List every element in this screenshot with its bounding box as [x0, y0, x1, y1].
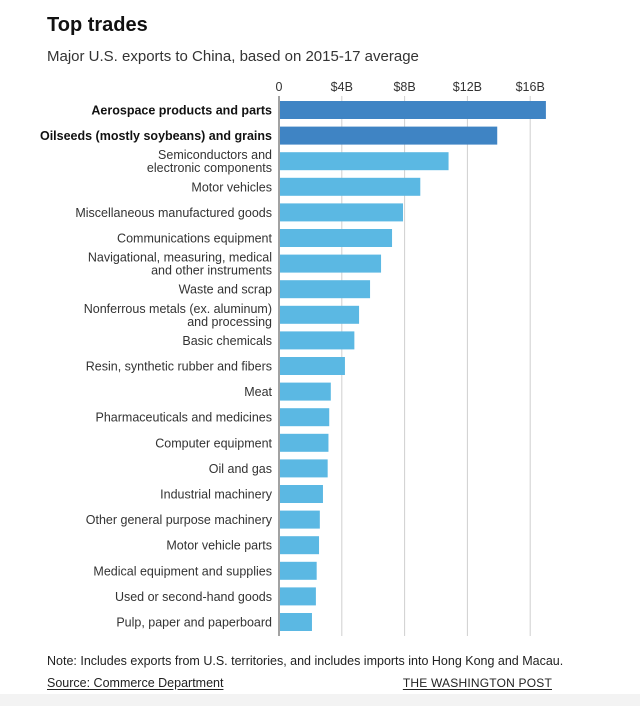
bar-label: Nonferrous metals (ex. aluminum)	[84, 302, 272, 316]
bar	[280, 152, 449, 171]
bar	[280, 408, 330, 427]
bar-label: Used or second-hand goods	[115, 590, 272, 604]
bar	[280, 203, 404, 222]
bar	[280, 254, 382, 273]
bar-chart: 0 $4B $8B $12B $16B Aerospace products and pa…	[40, 80, 546, 636]
bar-label: Motor vehicle parts	[166, 539, 272, 553]
bar	[280, 126, 498, 145]
chart-note: Note: Includes exports from U.S. territo…	[47, 654, 564, 668]
bar-label: Industrial machinery	[160, 488, 273, 502]
bar	[280, 485, 323, 503]
bar-label: electronic components	[147, 161, 272, 175]
publisher-credit-link[interactable]: THE WASHINGTON POST	[402, 676, 552, 690]
bar-label: Oil and gas	[209, 462, 272, 476]
bar-label: Resin, synthetic rubber and fibers	[86, 360, 272, 374]
bar	[280, 305, 360, 324]
bar-label: Aerospace products and parts	[91, 104, 272, 118]
bar-label: Miscellaneous manufactured goods	[75, 206, 272, 220]
bar-label: Medical equipment and supplies	[93, 564, 272, 578]
bar	[280, 331, 355, 350]
bar-label: Computer equipment	[155, 436, 272, 450]
bar-label: Waste and scrap	[179, 283, 272, 297]
x-tick-label: 0	[276, 80, 283, 94]
bar	[280, 459, 328, 478]
x-tick-label: $16B	[516, 80, 545, 94]
x-tick-label: $12B	[453, 80, 482, 94]
bar	[280, 587, 316, 606]
bar	[280, 101, 546, 119]
chart-subtitle: Major U.S. exports to China, based on 20…	[47, 48, 419, 65]
bar	[280, 613, 312, 631]
x-tick-label: $4B	[331, 80, 353, 94]
bar-label: and other instruments	[151, 264, 272, 278]
bar-label: Navigational, measuring, medical	[88, 251, 272, 265]
bar-label: Communications equipment	[117, 232, 272, 246]
bar-label: and processing	[187, 315, 272, 329]
bar	[280, 177, 421, 196]
bottom-strip	[0, 694, 640, 706]
bar-label: Pulp, paper and paperboard	[116, 616, 272, 630]
bar	[280, 510, 320, 529]
bar	[280, 229, 393, 247]
source-link[interactable]: Source: Commerce Department	[47, 676, 224, 690]
bar-label: Basic chemicals	[182, 334, 272, 348]
x-tick-label: $8B	[393, 80, 415, 94]
bar	[280, 536, 320, 555]
bar-label: Motor vehicles	[191, 180, 272, 194]
chart-title: Top trades	[47, 14, 148, 36]
bar	[280, 357, 345, 375]
bar-label: Semiconductors and	[158, 148, 272, 162]
bar-label: Oilseeds (mostly soybeans) and grains	[40, 129, 272, 143]
bar	[280, 382, 331, 401]
bar-label: Other general purpose machinery	[86, 513, 273, 527]
bar-label: Pharmaceuticals and medicines	[96, 411, 272, 425]
bar-label: Meat	[244, 385, 272, 399]
bar	[280, 561, 317, 580]
bar	[280, 280, 371, 299]
bar	[280, 433, 329, 452]
